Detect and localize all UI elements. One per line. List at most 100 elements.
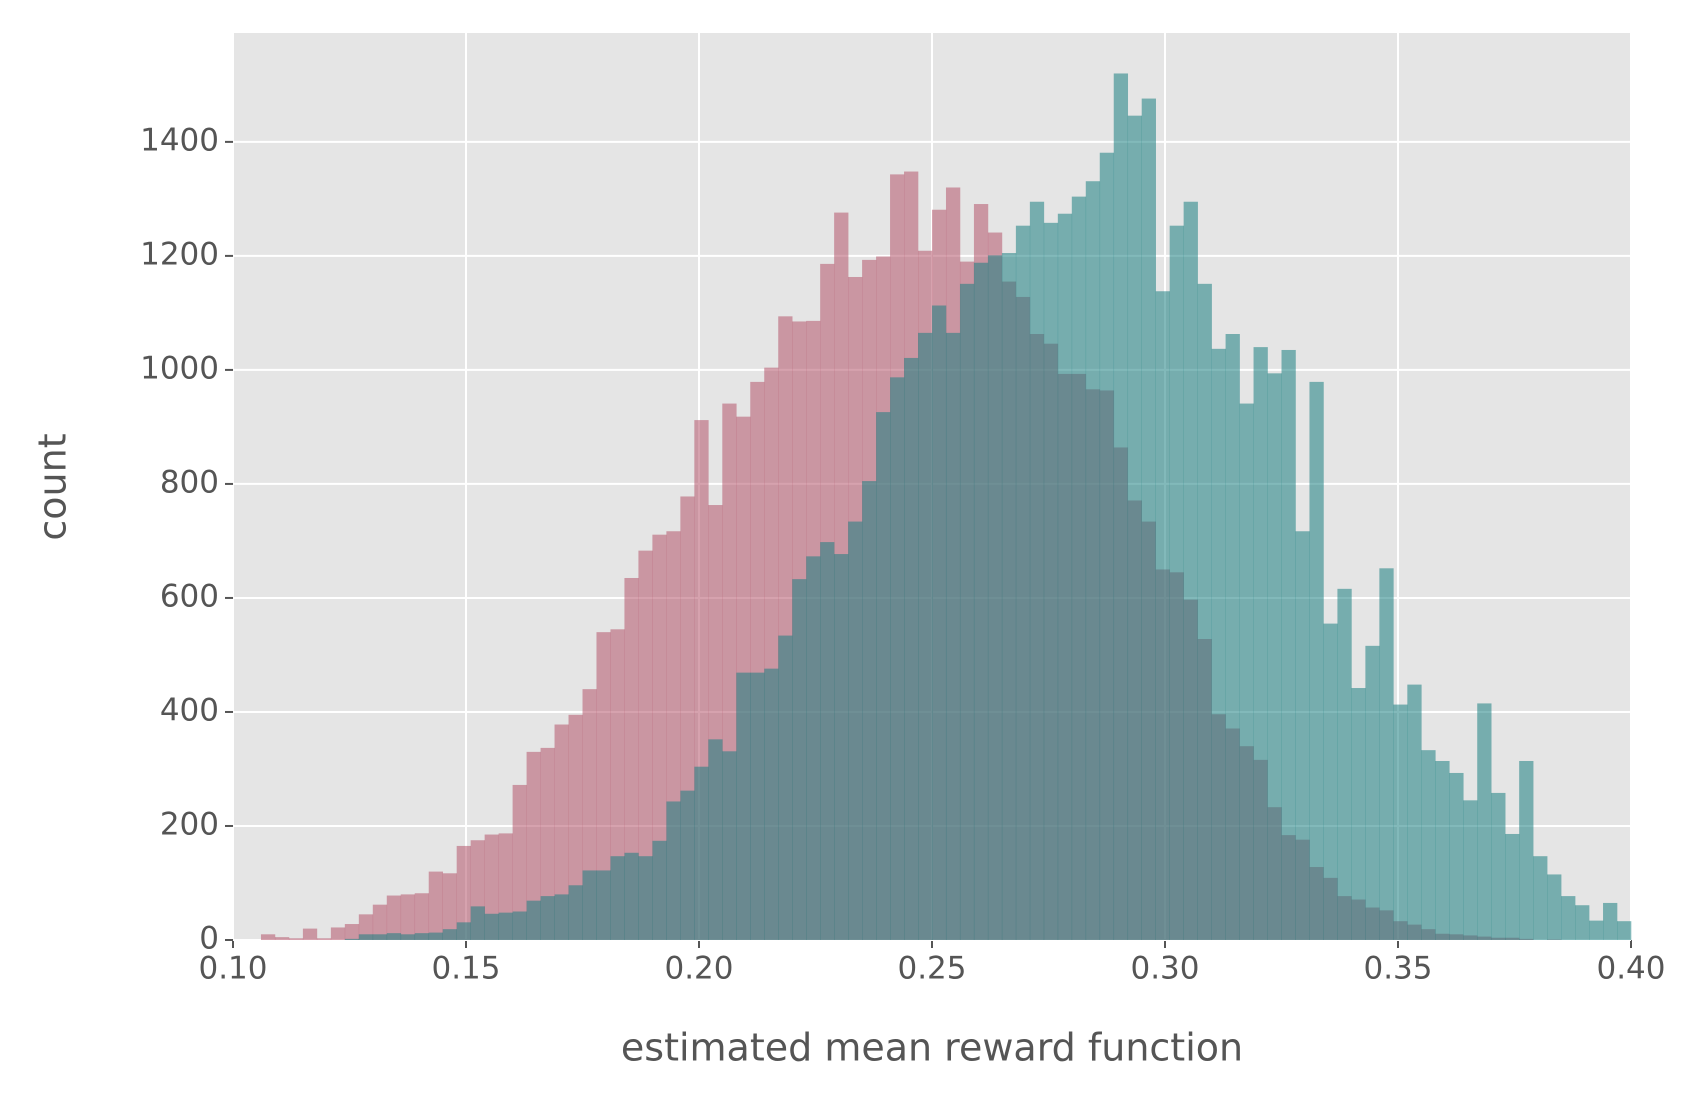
histogram-bar <box>610 856 625 940</box>
histogram-bar <box>554 724 569 940</box>
histogram-bar <box>316 938 332 940</box>
histogram-bar <box>680 790 695 940</box>
x-tick-label: 0.20 <box>664 951 733 987</box>
histogram-bar <box>1085 181 1101 940</box>
x-tick-label: 0.25 <box>897 951 966 987</box>
histogram-bar <box>1267 373 1282 941</box>
histogram-bar <box>918 332 933 940</box>
histogram-bar <box>358 934 374 940</box>
histogram-bar <box>1449 772 1464 940</box>
x-tick-label: 0.40 <box>1596 951 1665 987</box>
histogram-bar <box>400 934 416 940</box>
y-tick-label: 1400 <box>140 122 219 158</box>
histogram-bar <box>442 929 457 940</box>
histogram-bar <box>582 870 597 940</box>
histogram-bar <box>862 481 877 940</box>
histogram-bar <box>1015 225 1031 940</box>
histogram-bar <box>1617 921 1632 940</box>
histogram-bar <box>624 577 639 940</box>
histogram-bar <box>834 554 849 940</box>
histogram-bar <box>820 542 835 940</box>
histogram-bar <box>792 579 807 940</box>
x-tick-label: 0.30 <box>1130 951 1199 987</box>
histogram-bar <box>400 894 416 940</box>
histogram-bar <box>512 911 527 940</box>
histogram-bar <box>624 852 639 940</box>
histogram-bar <box>1155 291 1170 940</box>
histogram-bar <box>1309 381 1324 940</box>
histogram-bar <box>456 922 471 940</box>
histogram-bar <box>484 913 499 940</box>
histogram-bar <box>904 357 919 941</box>
histogram-bar <box>708 739 723 940</box>
histogram-bar <box>1491 792 1506 940</box>
histogram-bar <box>1421 750 1436 940</box>
histogram-bar <box>750 672 765 940</box>
x-tick-label: 0.10 <box>198 951 267 987</box>
histogram-bar <box>512 784 527 940</box>
histogram-bar <box>652 534 667 940</box>
y-tick-label: 400 <box>160 692 219 728</box>
histogram-bar <box>1435 760 1450 940</box>
histogram-bar <box>959 283 975 940</box>
histogram-bar <box>274 937 290 940</box>
y-tick-label: 600 <box>160 578 219 614</box>
histogram-bar <box>428 932 443 940</box>
histogram-bar <box>1127 115 1142 940</box>
histogram-bar <box>330 927 346 940</box>
histogram-bar <box>1337 588 1352 940</box>
histogram-bar <box>568 714 583 940</box>
histogram-bar <box>1225 334 1240 940</box>
histogram-bar <box>1533 856 1548 940</box>
histogram-bar <box>890 377 905 940</box>
histogram-bar <box>1407 684 1422 940</box>
histogram-bar <box>932 305 947 941</box>
histogram-bar <box>386 895 402 940</box>
histogram-bar <box>1393 704 1408 940</box>
histogram-bar <box>1281 349 1296 940</box>
histogram-bar <box>1365 645 1380 940</box>
histogram-bar <box>568 885 583 940</box>
histogram-bar <box>1113 73 1129 940</box>
histogram-bar <box>848 521 863 940</box>
histogram-bar <box>414 893 430 940</box>
y-tick-label: 1000 <box>140 350 219 386</box>
histogram-bar <box>973 262 989 940</box>
histogram-bar <box>372 934 388 940</box>
histogram-bar <box>1099 152 1115 940</box>
y-tick-label: 800 <box>160 464 219 500</box>
histogram-bar <box>652 840 667 940</box>
histogram-bar <box>1141 98 1156 941</box>
histogram-bar <box>526 900 541 940</box>
y-axis-label: count <box>31 433 75 540</box>
histogram-bar <box>554 894 569 940</box>
histogram-bar <box>638 550 653 940</box>
histogram-bar <box>1519 760 1534 940</box>
histogram-bar <box>1295 531 1310 940</box>
histogram-bar <box>1323 623 1338 940</box>
histogram-bar <box>987 255 1003 941</box>
histogram-bar <box>638 856 653 940</box>
histogram-bar <box>470 906 485 940</box>
histogram-bar <box>1253 347 1268 941</box>
histogram-bar <box>1547 874 1562 940</box>
histogram-bar <box>1211 348 1226 940</box>
y-tick-label: 0 <box>199 921 219 957</box>
histogram-bar <box>1351 688 1366 940</box>
histogram-bar <box>540 896 555 940</box>
histogram-bar <box>736 672 751 940</box>
x-tick-label: 0.15 <box>431 951 500 987</box>
y-tick-label: 1200 <box>140 236 219 272</box>
histogram-bar <box>540 747 555 940</box>
x-tick-label: 0.35 <box>1363 951 1432 987</box>
histogram-bar <box>260 934 276 940</box>
histogram-bar <box>1043 222 1059 940</box>
histogram-bar <box>694 766 709 940</box>
histogram-bar <box>484 834 499 940</box>
x-axis-label: estimated mean reward function <box>621 1026 1243 1070</box>
histogram-bar <box>414 933 430 940</box>
histogram-bar <box>344 938 360 940</box>
histogram-bar <box>1505 833 1520 940</box>
histogram-bar <box>526 751 541 940</box>
